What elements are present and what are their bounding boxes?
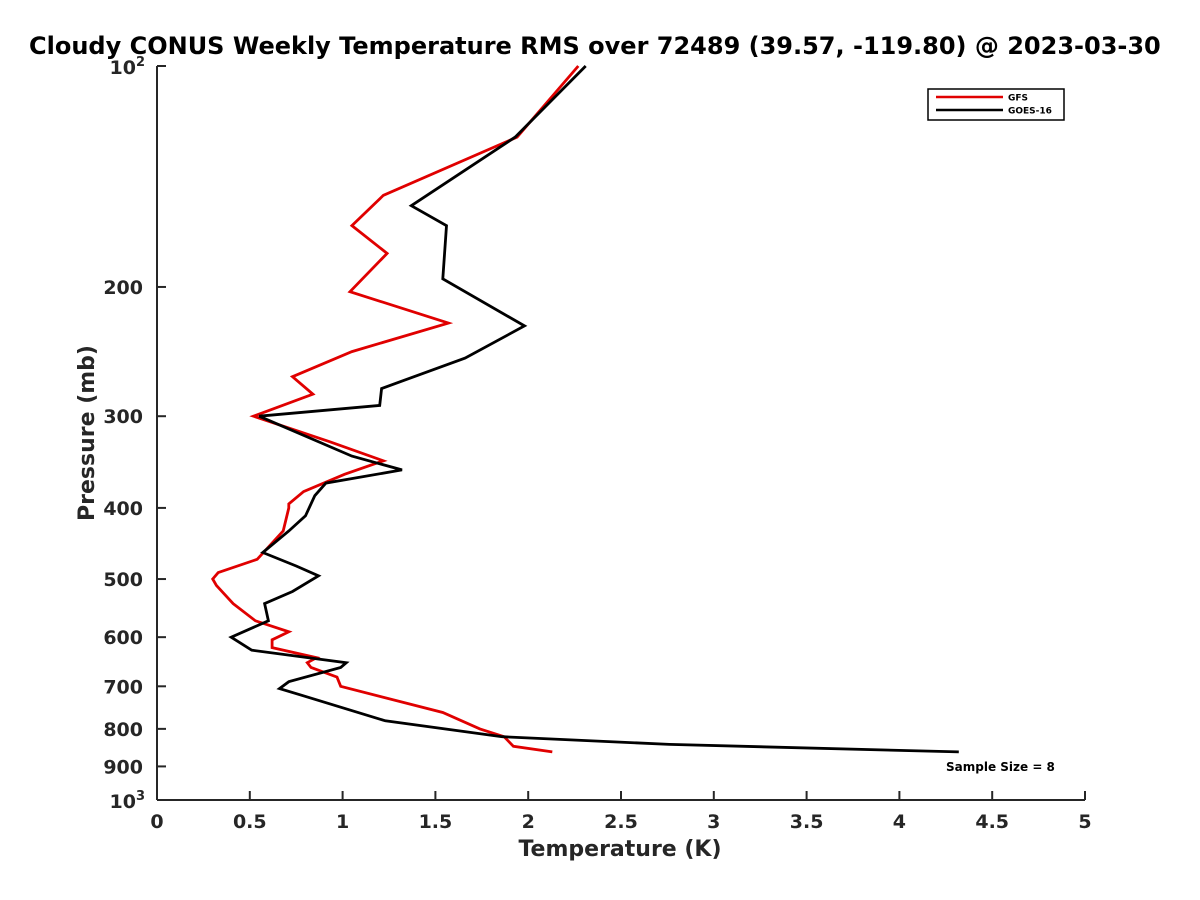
y-tick-label-exponent: 3 xyxy=(136,789,145,804)
x-tick-label: 0 xyxy=(150,811,163,833)
y-tick-label: 800 xyxy=(103,719,143,741)
x-tick-label: 2.5 xyxy=(604,811,638,833)
sample-size-annotation: Sample Size = 8 xyxy=(946,760,1055,774)
series-line-gfs xyxy=(210,65,580,754)
x-tick-label: 4.5 xyxy=(975,811,1009,833)
x-tick-label: 1.5 xyxy=(419,811,453,833)
legend-label-goes-16: GOES-16 xyxy=(1008,107,1052,117)
y-axis-label: Pressure (mb) xyxy=(75,345,100,521)
chart-title: Cloudy CONUS Weekly Temperature RMS over… xyxy=(29,32,1161,60)
x-tick-label: 3.5 xyxy=(790,811,824,833)
legend-label-gfs: GFS xyxy=(1008,94,1028,104)
y-tick-label: 700 xyxy=(103,676,143,698)
x-tick-label: 1 xyxy=(336,811,349,833)
x-tick-label: 2 xyxy=(522,811,535,833)
y-tick-label: 500 xyxy=(103,569,143,591)
y-tick-label-base: 10 xyxy=(110,57,136,79)
y-tick-label: 600 xyxy=(103,627,143,649)
x-tick-label: 5 xyxy=(1078,811,1091,833)
y-tick-label-exponent: 2 xyxy=(136,55,145,70)
x-tick-label: 4 xyxy=(893,811,906,833)
y-tick-label: 102 xyxy=(110,55,146,79)
y-tick-label: 400 xyxy=(103,498,143,520)
y-tick-label: 103 xyxy=(110,789,146,813)
y-tick-label: 900 xyxy=(103,756,143,778)
y-tick-label: 300 xyxy=(103,406,143,428)
y-tick-label-base: 10 xyxy=(110,791,136,813)
legend-box xyxy=(927,88,1065,121)
y-tick-label: 200 xyxy=(103,277,143,299)
x-tick-label: 3 xyxy=(707,811,720,833)
x-axis: 0 0.5 1 1.5 2 2.5 3 3.5 4 4.5 5 xyxy=(150,791,1092,833)
legend: GFS GOES-16 xyxy=(927,88,1065,121)
x-tick-label: 0.5 xyxy=(233,811,267,833)
series-layer xyxy=(210,65,959,754)
x-axis-label: Temperature (K) xyxy=(518,837,721,862)
series-line-goes-16 xyxy=(228,65,959,754)
